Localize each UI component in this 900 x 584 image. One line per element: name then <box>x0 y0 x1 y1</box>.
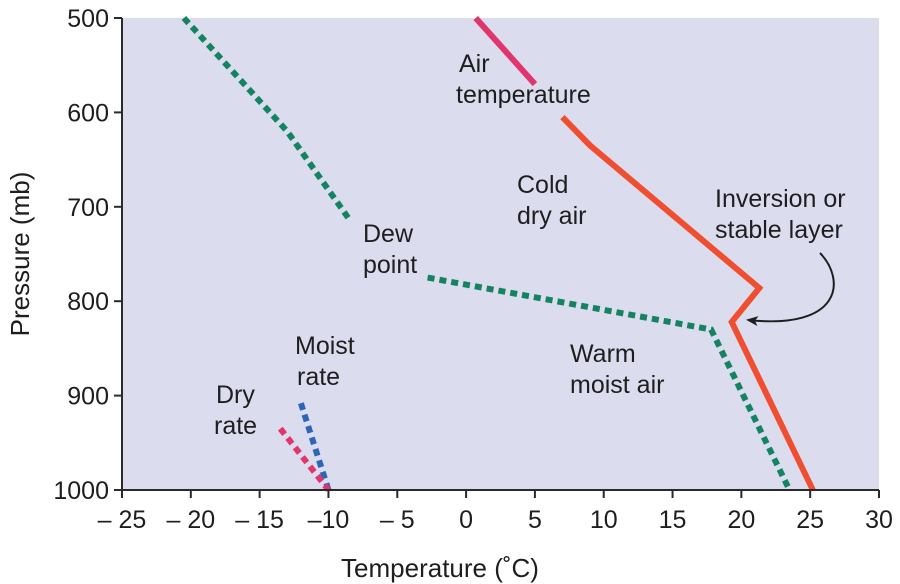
annotation-warm-moist-air-line-2: moist air <box>570 371 664 399</box>
annotation-dew-point: Dew point <box>363 220 420 279</box>
x-axis: – 25 – 20 – 15 –10 – 5 0 5 10 15 20 25 30 <box>98 489 893 534</box>
annotation-dry-rate: Dry rate <box>214 381 262 440</box>
annotation-layer: Air temperature Cold dry air Inversion o… <box>214 50 853 440</box>
annotation-moist-rate-line-2: rate <box>297 363 340 391</box>
air-temperature-line <box>473 15 538 87</box>
x-tick-label: – 5 <box>380 506 415 534</box>
annotation-dew-point-line-2: point <box>363 251 417 279</box>
annotation-air-temperature: Air temperature <box>456 50 591 109</box>
x-axis-title: Temperature (˚C) <box>341 553 539 583</box>
inversion-arrow <box>746 252 835 327</box>
annotation-cold-dry-air-line-1: Cold <box>517 171 568 199</box>
dew-point-line <box>427 274 793 492</box>
annotation-dry-rate-line-2: rate <box>214 412 257 440</box>
plot-area <box>122 18 879 490</box>
x-tick-label: 5 <box>528 506 542 534</box>
annotation-air-temperature-line-1: Air <box>459 50 490 78</box>
y-tick-label: 500 <box>67 5 109 33</box>
annotation-cold-dry-air-line-2: dry air <box>517 202 586 230</box>
dry-rate-line <box>277 426 331 492</box>
annotation-inversion: Inversion or stable layer <box>715 185 853 244</box>
x-tick-label: 20 <box>727 506 755 534</box>
annotation-dew-point-line-1: Dew <box>363 220 414 248</box>
annotation-dry-rate-line-1: Dry <box>216 381 255 409</box>
annotation-cold-dry-air: Cold dry air <box>517 171 586 230</box>
annotation-warm-moist-air-line-1: Warm <box>570 340 636 368</box>
air-temperature-line <box>560 115 816 492</box>
x-tick-label: – 20 <box>166 506 215 534</box>
y-tick-label: 900 <box>67 383 109 411</box>
dew-point-line <box>181 15 352 221</box>
moist-rate-line <box>298 402 332 491</box>
x-tick-label: –10 <box>308 506 350 534</box>
series-layer <box>181 15 816 492</box>
annotation-inversion-line-1: Inversion or <box>715 185 846 213</box>
y-axis: 500 600 700 800 900 1000 <box>53 5 123 505</box>
y-axis-title: Pressure (mb) <box>5 172 35 337</box>
x-tick-label: 10 <box>590 506 618 534</box>
y-tick-label: 600 <box>67 99 109 127</box>
annotation-warm-moist-air: Warm moist air <box>570 340 664 399</box>
x-tick-label: 25 <box>796 506 824 534</box>
x-tick-label: 15 <box>659 506 687 534</box>
x-tick-label: 30 <box>865 506 893 534</box>
annotation-inversion-line-2: stable layer <box>715 216 843 244</box>
x-tick-label: – 25 <box>98 506 147 534</box>
x-tick-label: – 15 <box>235 506 284 534</box>
annotation-air-temperature-line-2: temperature <box>456 81 591 109</box>
y-tick-label: 800 <box>67 288 109 316</box>
y-tick-label: 700 <box>67 194 109 222</box>
annotation-moist-rate-line-1: Moist <box>295 332 355 360</box>
x-tick-label: 0 <box>459 506 473 534</box>
annotation-moist-rate: Moist rate <box>295 332 362 391</box>
y-tick-label: 1000 <box>53 477 109 505</box>
